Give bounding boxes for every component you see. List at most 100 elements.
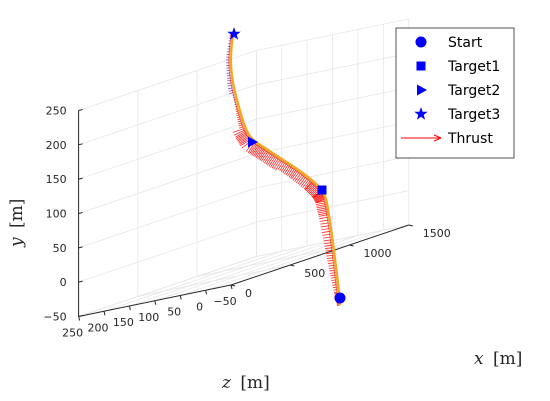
- x-tick-mark: [290, 264, 295, 267]
- y-tick-mark: [78, 143, 83, 146]
- z-tick-mark: [179, 295, 182, 300]
- thrust-arrow: [314, 195, 326, 202]
- grid-wall-y: [78, 118, 257, 180]
- target1-marker: [317, 185, 327, 195]
- y-tick-mark: [78, 280, 83, 283]
- grid-wall-y: [78, 50, 257, 111]
- x-axis-line: [230, 224, 409, 286]
- y-tick-label: −50: [43, 311, 66, 324]
- z-axis-label: z [m]: [221, 373, 270, 393]
- legend-entry-label: Target1: [447, 59, 500, 75]
- z-tick-label: 250: [62, 327, 83, 340]
- legend-square-icon: [416, 61, 426, 71]
- thrust-arrow: [227, 84, 234, 87]
- grid-floor-z: [129, 245, 308, 307]
- legend-star-icon: [414, 107, 428, 120]
- thrust-arrow: [322, 233, 332, 236]
- legend-box: [395, 27, 515, 159]
- y-tick-label: 200: [46, 139, 67, 152]
- z-tick-mark: [230, 284, 233, 290]
- legend-entry-label: Start: [448, 35, 483, 51]
- x-tick-label: 0: [245, 287, 252, 300]
- thrust-arrow: [318, 214, 329, 217]
- y-tick-label: 100: [46, 207, 67, 220]
- legend-circle-icon: [415, 36, 427, 48]
- thrust-arrow: [315, 196, 326, 203]
- thrust-arrow: [322, 236, 333, 239]
- x-tick-label: 1500: [423, 227, 451, 240]
- thrust-arrow: [315, 197, 327, 204]
- thrust-arrow: [324, 244, 334, 247]
- grid-wall-y: [78, 153, 257, 214]
- thrust-arrow: [239, 126, 245, 129]
- grid-wall-y: [78, 256, 257, 317]
- y-tick-mark: [78, 212, 83, 214]
- grid-wall-y: [78, 187, 257, 249]
- grid-wall2-y: [256, 155, 409, 189]
- x-axis-label: x [m]: [474, 349, 522, 369]
- y-tick-label: 50: [53, 242, 67, 255]
- thrust-arrow: [320, 225, 331, 228]
- legend-entry-label: Target3: [447, 107, 500, 123]
- z-tick-mark: [205, 290, 208, 295]
- y-tick-label: 250: [46, 104, 67, 117]
- z-tick-mark: [154, 300, 157, 305]
- thrust-arrow: [319, 216, 330, 220]
- z-tick-label: −50: [213, 295, 236, 308]
- thrust-arrow: [323, 239, 333, 242]
- thrust-arrow: [320, 222, 331, 225]
- grid-floor-z: [103, 250, 282, 312]
- legend: Start Target1 Target2 Target3 Thrust: [395, 27, 515, 159]
- thrust-arrow: [321, 227, 331, 231]
- y-tick-label: 150: [46, 173, 67, 186]
- thrust-arrow: [319, 219, 330, 222]
- y-tick-mark: [78, 177, 83, 180]
- trajectory-shadow: [228, 33, 339, 307]
- z-tick-mark: [103, 311, 106, 316]
- thrust-arrow: [317, 210, 329, 214]
- grid-floor-z: [205, 229, 384, 291]
- thrust-arrow: [318, 212, 329, 216]
- thrust-arrow: [325, 247, 334, 249]
- grid-wall-y: [78, 84, 257, 146]
- tick-labels: −50 0 50 100 150 200 250 −50 0 50 100 150 200 250 0 500…: [43, 104, 450, 339]
- grid-wall2-y: [256, 87, 409, 120]
- x-tick-label: 500: [304, 267, 325, 280]
- thrust-arrow: [315, 202, 327, 205]
- thrust-arrow: [321, 230, 332, 233]
- thrust-arrow: [325, 249, 334, 252]
- z-tick-label: 0: [196, 300, 203, 313]
- grid-wall2-y: [256, 121, 409, 154]
- x-tick-label: 1000: [364, 247, 392, 260]
- x-tick-mark: [408, 224, 413, 227]
- x-tick-mark: [349, 244, 354, 247]
- trajectory-line: [229, 32, 342, 306]
- thrust-arrow: [325, 252, 335, 254]
- target3-marker: [227, 27, 241, 40]
- grid-lines: [78, 18, 410, 317]
- grid-wall2-y: [256, 190, 409, 223]
- trajectory: [228, 32, 342, 307]
- grid-wall-y: [78, 221, 257, 283]
- z-tick-mark: [128, 305, 131, 311]
- thrust-arrow: [324, 242, 333, 245]
- z-tick-label: 100: [138, 311, 159, 324]
- grid-wall2-y: [256, 52, 409, 86]
- grid-wall2-y: [256, 18, 409, 51]
- thrust-arrow: [326, 257, 335, 259]
- legend-triangle-icon: [417, 84, 427, 96]
- z-tick-label: 50: [167, 306, 181, 319]
- y-tick-mark: [78, 246, 83, 249]
- y-tick-mark: [78, 315, 83, 317]
- y-axis-label: y [m]: [7, 199, 27, 248]
- y-tick-label: 0: [60, 276, 67, 289]
- start-marker: [334, 292, 346, 304]
- x-tick-mark: [230, 284, 236, 287]
- thrust-arrow: [315, 200, 327, 204]
- thrust-arrow: [327, 259, 336, 262]
- z-tick-label: 150: [113, 316, 134, 329]
- thrust-arrow: [326, 254, 335, 257]
- target2-marker: [248, 136, 258, 148]
- legend-entry-label: Thrust: [447, 131, 493, 147]
